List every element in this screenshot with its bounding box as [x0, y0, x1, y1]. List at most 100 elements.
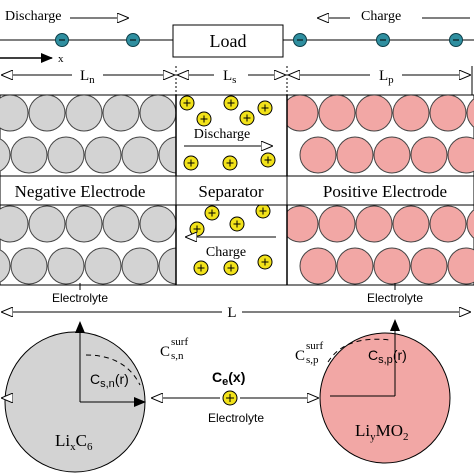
- separator-label: Separator: [198, 182, 263, 201]
- csp-surf-sub: s,p: [306, 354, 319, 366]
- negative-particles: [0, 95, 176, 285]
- oxide-particle: [466, 98, 474, 128]
- dimensions: Ln Ls Lp L: [2, 66, 473, 321]
- oxide-particle: [410, 247, 448, 285]
- csn-surf-main: C: [160, 344, 170, 360]
- ln-label: Ln: [80, 68, 95, 86]
- separator-discharge-label: Discharge: [194, 127, 251, 142]
- negative-electrode-label: Negative Electrode: [15, 182, 146, 201]
- load-label: Load: [210, 31, 247, 51]
- cathode-y: y: [370, 431, 376, 443]
- csn-r-tail: (r): [115, 371, 129, 387]
- ls-label: Ls: [223, 68, 236, 86]
- anode-formula: LixC6: [55, 431, 93, 453]
- anode-li: Li: [55, 431, 70, 450]
- electrolyte-right-label: Electrolyte: [367, 291, 423, 305]
- oxide-particle: [429, 95, 467, 132]
- charge-label: Charge: [361, 9, 401, 24]
- oxide-particle: [447, 136, 474, 174]
- ls-main: L: [223, 68, 232, 84]
- separator-charge-label: Charge: [206, 245, 246, 260]
- csn-r-label: Cs,n(r): [90, 371, 129, 390]
- graphite-particle: [47, 136, 85, 174]
- graphite-particle: [0, 205, 29, 243]
- circuit: Load Discharge Charge x: [0, 9, 474, 65]
- oxide-particle: [336, 136, 374, 174]
- oxide-particle: [336, 247, 374, 285]
- ln-sub: n: [89, 74, 95, 86]
- oxide-particle: [355, 95, 393, 132]
- anode-c: C: [76, 431, 87, 450]
- oxide-particle: [373, 136, 411, 174]
- oxide-particle: [299, 247, 337, 285]
- oxide-particle: [429, 205, 467, 243]
- separator-ions: [179, 95, 276, 276]
- particle-models: Cs,n(r) C s,n surf C s,p surf Cs,p(r) Ce…: [2, 319, 451, 473]
- csn-r-sub: s,n: [100, 378, 115, 390]
- cathode-2: 2: [403, 431, 409, 443]
- csn-r-main: C: [90, 371, 100, 387]
- graphite-particle: [47, 247, 85, 285]
- electrolyte-left-label: Electrolyte: [52, 291, 108, 305]
- oxide-particle: [287, 95, 319, 132]
- oxide-particle: [287, 205, 319, 243]
- graphite-particle: [0, 138, 11, 172]
- ce-main: C: [212, 369, 222, 385]
- graphite-particle: [121, 247, 159, 285]
- x-axis-label: x: [58, 53, 64, 65]
- oxide-particle: [373, 247, 411, 285]
- oxide-particle: [447, 247, 474, 285]
- graphite-particle: [10, 247, 48, 285]
- csp-surf-main: C: [295, 348, 305, 364]
- graphite-particle: [102, 205, 140, 243]
- graphite-particle: [28, 205, 66, 243]
- cathode-li: Li: [355, 421, 370, 440]
- cell: Negative Electrode Separator Positive El…: [0, 94, 474, 305]
- graphite-particle: [10, 136, 48, 174]
- ls-sub: s: [232, 74, 236, 86]
- ln-main: L: [80, 68, 89, 84]
- lp-main: L: [379, 68, 388, 84]
- csp-r-main: C: [368, 347, 378, 363]
- load-box: [172, 24, 284, 58]
- csn-surf-sub: s,n: [171, 350, 184, 362]
- ce-label: Ce(x): [212, 369, 245, 388]
- anode-6: 6: [87, 441, 93, 453]
- oxide-particle: [318, 205, 356, 243]
- graphite-particle: [158, 136, 176, 174]
- cathode-mo: MO: [376, 421, 403, 440]
- graphite-particle: [102, 95, 140, 132]
- label-band: [0, 175, 474, 206]
- total-length-label: L: [227, 305, 236, 321]
- graphite-particle: [0, 249, 11, 283]
- positive-electrode-label: Positive Electrode: [323, 182, 447, 201]
- graphite-particle: [28, 95, 66, 132]
- oxide-particle: [355, 205, 393, 243]
- oxide-particle: [299, 136, 337, 174]
- graphite-particle: [0, 95, 29, 132]
- surface-arc: [327, 338, 391, 363]
- oxide-particle: [392, 95, 430, 132]
- cathode-formula: LiyMO2: [355, 421, 409, 443]
- graphite-particle: [158, 247, 176, 285]
- lp-label: Lp: [379, 68, 394, 86]
- graphite-particle: [84, 247, 122, 285]
- csp-r-tail: (r): [393, 347, 407, 363]
- csp-r-label: Cs,p(r): [368, 347, 407, 366]
- positive-particles: [287, 95, 474, 285]
- anode-x: x: [70, 441, 76, 453]
- ce-sub: e: [222, 376, 228, 388]
- graphite-particle: [139, 205, 176, 243]
- oxide-particle: [392, 205, 430, 243]
- csp-surf-sup: surf: [306, 340, 323, 352]
- oxide-particle: [466, 209, 474, 239]
- cathode-particle: [319, 332, 451, 464]
- discharge-label: Discharge: [5, 9, 62, 24]
- graphite-particle: [139, 95, 176, 132]
- graphite-particle: [65, 205, 103, 243]
- bottom-electrolyte-label: Electrolyte: [208, 411, 264, 425]
- csn-surf-sup: surf: [171, 336, 188, 348]
- oxide-particle: [410, 136, 448, 174]
- csp-r-sub: s,p: [378, 354, 393, 366]
